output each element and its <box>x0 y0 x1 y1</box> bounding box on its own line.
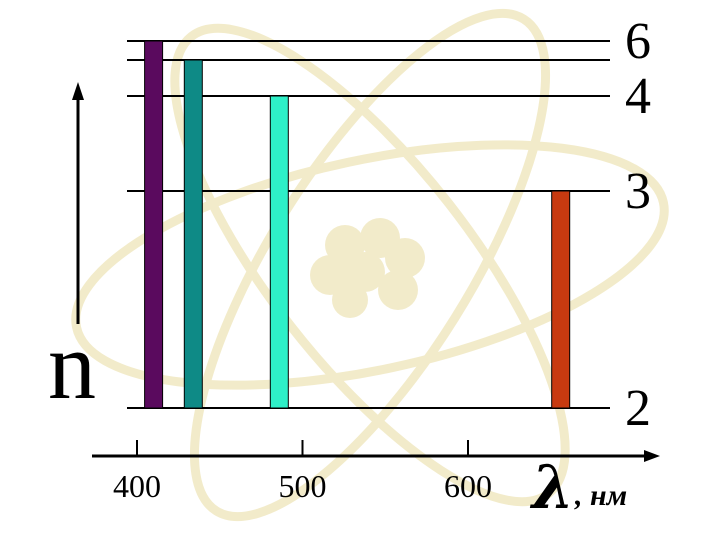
x-ticks: 400 500 600 <box>113 440 492 504</box>
transition-bar-6-to-2 <box>144 40 164 409</box>
level-label-n6: 6 <box>625 13 651 70</box>
x-tick-label-500: 500 <box>279 468 327 504</box>
x-tick-label-400: 400 <box>113 468 161 504</box>
x-axis-arrowhead <box>644 450 660 462</box>
level-label-n2: 2 <box>625 380 651 437</box>
energy-levels: 2 3 46 <box>127 13 651 437</box>
nucleus <box>310 218 425 318</box>
orbit-2 <box>170 23 570 507</box>
x-axis-unit: , нм <box>574 479 627 512</box>
atom-watermark <box>71 8 669 522</box>
x-tick-label-600: 600 <box>444 468 492 504</box>
level-label-n3: 3 <box>625 163 651 220</box>
y-axis-label: n <box>48 312 96 419</box>
axes: n λ , нм <box>48 82 660 523</box>
x-axis-symbol: λ <box>529 453 574 523</box>
transition-bar-5-to-2 <box>183 59 203 409</box>
transitions <box>144 40 571 409</box>
transition-bar-3-to-2 <box>551 190 571 409</box>
y-axis-arrowhead <box>72 82 84 100</box>
level-label-n4: 4 <box>625 68 651 125</box>
orbit-1 <box>71 140 669 390</box>
transition-bar-4-to-2 <box>269 95 289 409</box>
